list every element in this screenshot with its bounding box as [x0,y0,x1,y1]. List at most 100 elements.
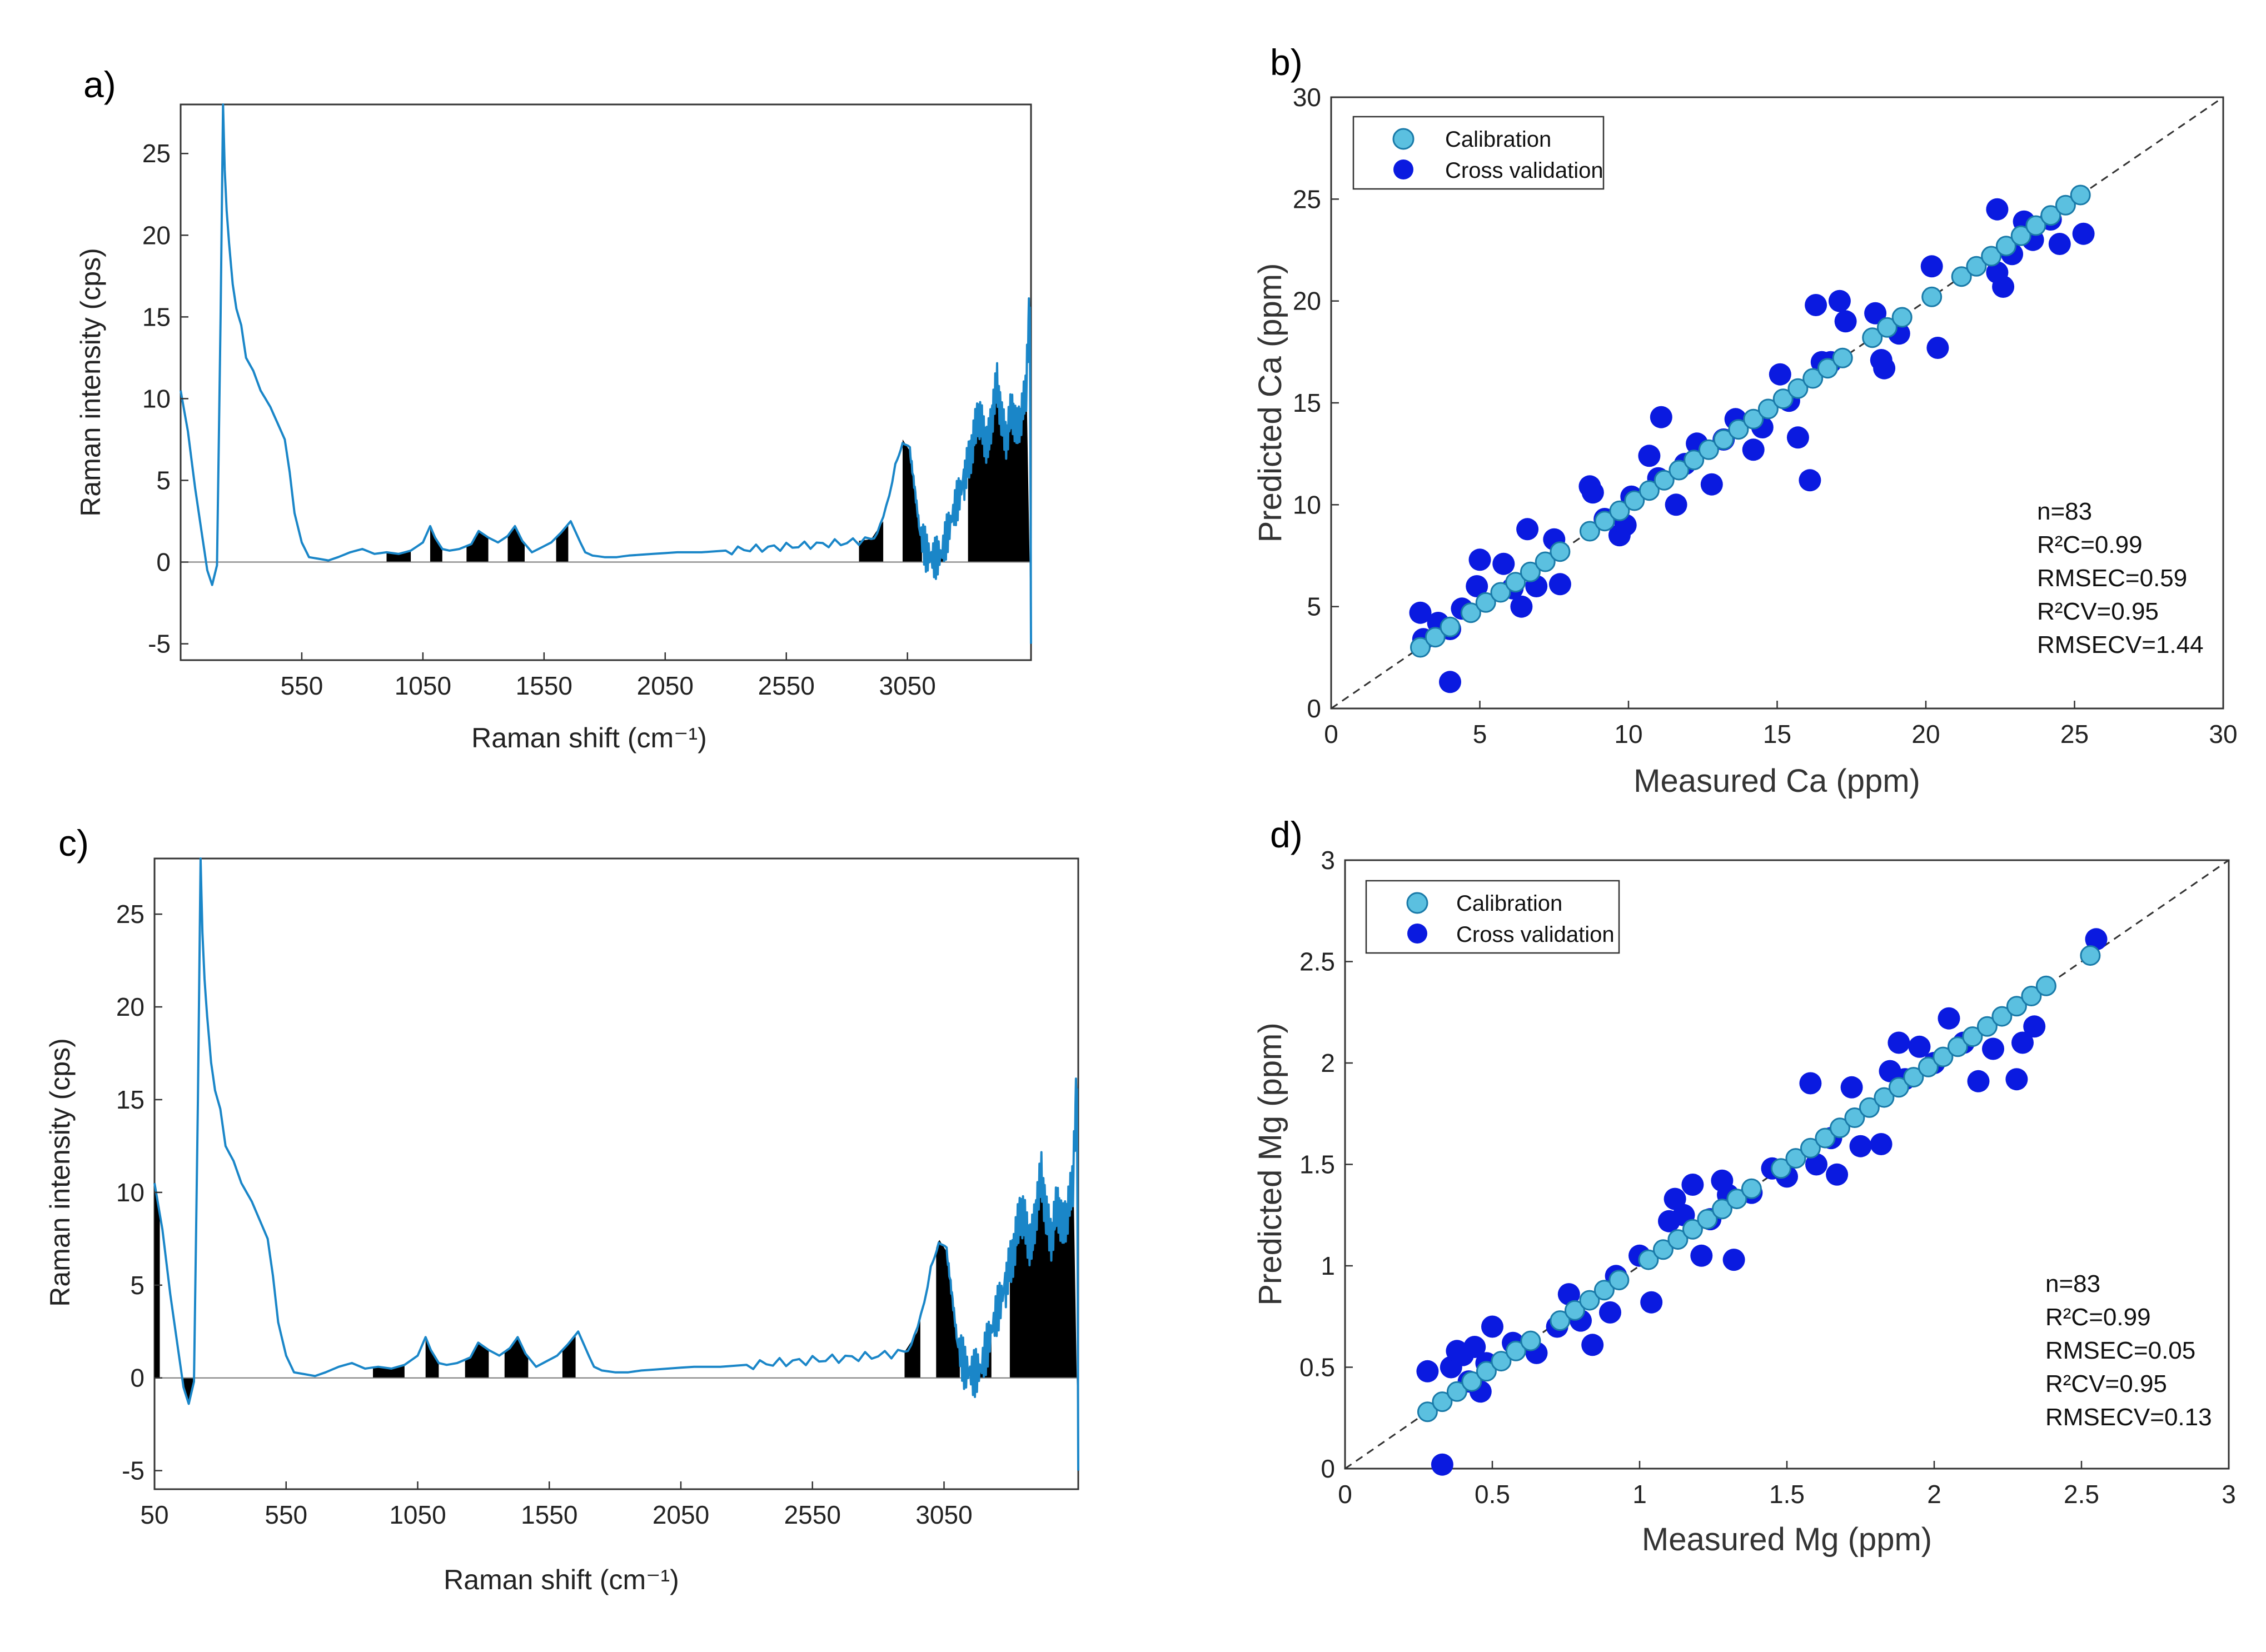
panel-d-xticks: 0 0.5 1 1.5 2 2.5 3 [1338,1461,2236,1509]
a-xtick-label-0: 550 [281,671,323,700]
c-ytick-label-3: 10 [116,1178,145,1207]
b-calibration-point-38 [2040,205,2061,226]
b-cv-point-23 [1665,493,1687,516]
panel-a-xlabel: Raman shift (cm⁻¹) [471,722,707,753]
b-calibration-point-26 [1817,358,1838,379]
c-filled-band-8 [936,1240,960,1378]
d-calibration-point-3 [1461,1371,1482,1392]
d-cv-point-8 [1481,1315,1503,1338]
d-xtick-label-0: 0 [1338,1480,1352,1509]
a-ytick-label-0: -5 [148,630,171,658]
d-xtick-label-5: 2.5 [2064,1480,2099,1509]
c-filled-band-1 [183,1378,195,1404]
b-calibration-point-1 [1425,627,1446,648]
b-calibration-point-33 [1966,256,1987,277]
b-calibration-point-10 [1579,521,1600,542]
panel-d-legend: Calibration Cross validation [1365,880,1620,954]
a-ytick-label-4: 15 [142,302,171,331]
b-ytick-label-6: 30 [1293,83,1321,112]
panel-d-xlabel: Measured Mg (ppm) [1642,1521,1932,1558]
d-cv-point-39 [1887,1031,1910,1054]
d-xtick-label-3: 1.5 [1769,1480,1805,1509]
b-cv-point-54 [2072,222,2095,245]
d-calibration-point-2 [1446,1381,1467,1402]
a-xtick-label-2: 1550 [516,671,572,700]
b-cv-point-31 [1769,363,1791,386]
panel-b-yticks: 0 5 10 15 20 25 30 [1293,83,1339,723]
d-cv-point-32 [1805,1153,1827,1176]
a-ytick-label-3: 10 [142,384,171,413]
panel-d-legend-calibration-marker [1406,892,1428,914]
d-calibration-point-26 [1844,1107,1865,1128]
panel-d-stat-rmsec: RMSEC=0.05 [2045,1337,2195,1364]
panel-c-frame [153,857,1079,1490]
d-calibration-point-10 [1579,1290,1600,1311]
panel-c-plot [153,857,1079,1471]
d-cv-point-12 [1557,1283,1580,1306]
panel-d-stat-n: n=83 [2045,1270,2100,1297]
panel-b-ylabel: Predicted Ca (ppm) [1252,263,1288,543]
d-calibration-point-27 [1859,1097,1880,1118]
b-cv-point-55 [1439,671,1461,693]
b-calibration-point-17 [1684,450,1705,471]
a-filled-band-6 [902,439,922,562]
b-cv-point-29 [1742,438,1765,461]
c-xtick-label-0: 50 [140,1500,168,1529]
panel-d-stat-r2cv: R²CV=0.95 [2045,1370,2167,1398]
c-xtick-label-1: 550 [265,1500,307,1529]
b-calibration-point-18 [1698,439,1719,460]
b-calibration-point-21 [1743,408,1764,430]
d-calibration-point-39 [2035,975,2056,996]
b-calibration-point-7 [1520,561,1541,582]
d-ytick-label-1: 0.5 [1299,1353,1335,1382]
d-calibration-point-30 [1903,1067,1924,1088]
panel-d-plot [1344,859,2229,1476]
b-calibration-point-32 [1951,266,1972,287]
d-ytick-label-4: 2 [1321,1049,1335,1077]
b-ytick-label-0: 0 [1307,694,1321,723]
d-calibration-point-13 [1638,1249,1659,1270]
d-cv-point-37 [1870,1133,1893,1155]
b-calibration-point-8 [1535,551,1556,572]
panel-b-xlabel: Measured Ca (ppm) [1633,763,1920,799]
b-calibration-point-2 [1440,616,1461,637]
d-calibration-point-23 [1800,1137,1821,1159]
b-cv-point-6 [1468,548,1491,571]
d-calibration-point-11 [1593,1280,1615,1301]
d-cv-point-20 [1664,1187,1686,1210]
c-filled-band-5 [504,1337,529,1378]
b-calibration-point-0 [1410,637,1431,658]
d-calibration-point-22 [1785,1148,1806,1169]
b-calibration-point-23 [1772,388,1794,410]
panel-d-yticks: 0 0.5 1 1.5 2 2.5 3 [1299,846,1353,1483]
d-calibration-point-14 [1652,1239,1674,1260]
panel-b-stat-rmsecv: RMSECV=1.44 [2037,631,2204,658]
panel-b-stat-n: n=83 [2037,498,2092,525]
d-cv-point-50 [2085,928,2108,951]
panel-c-ylabel: Raman intensity (cps) [44,1038,76,1307]
d-ytick-label-3: 1.5 [1299,1150,1335,1179]
d-calibration-point-16 [1682,1219,1703,1240]
d-calibration-point-32 [1933,1046,1954,1067]
d-calibration-point-31 [1918,1056,1939,1077]
d-cv-point-22 [1681,1174,1704,1196]
b-ytick-label-5: 25 [1293,184,1321,213]
b-cv-point-44 [1920,255,1943,278]
d-cv-point-47 [2005,1068,2028,1091]
d-calibration-point-25 [1829,1117,1850,1139]
b-calibration-point-22 [1757,398,1779,420]
d-ytick-label-6: 3 [1321,846,1335,875]
d-calibration-point-6 [1505,1340,1526,1361]
d-calibration-point-4 [1476,1361,1497,1382]
d-cv-point-35 [1840,1076,1863,1099]
d-xtick-label-4: 2 [1927,1480,1941,1509]
d-cv-point-14 [1581,1334,1604,1356]
a-xtick-label-3: 2050 [637,671,694,700]
panel-b-legend-cv: Cross validation [1445,158,1603,183]
b-calibration-point-30 [1891,307,1913,328]
d-calibration-point-28 [1874,1087,1895,1108]
c-ytick-label-4: 15 [116,1085,145,1114]
panel-c-xlabel: Raman shift (cm⁻¹) [444,1564,679,1595]
d-cv-point-48 [2011,1031,2034,1054]
